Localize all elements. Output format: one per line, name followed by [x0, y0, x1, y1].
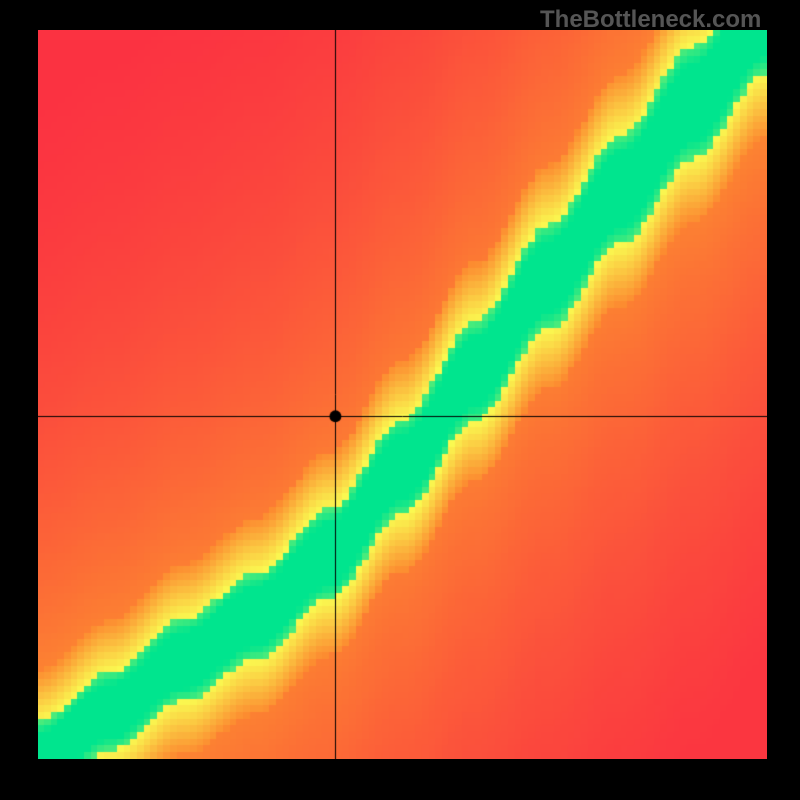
- watermark-text: TheBottleneck.com: [540, 6, 761, 34]
- chart-container: TheBottleneck.com: [0, 0, 800, 800]
- heatmap-plot: [38, 30, 767, 759]
